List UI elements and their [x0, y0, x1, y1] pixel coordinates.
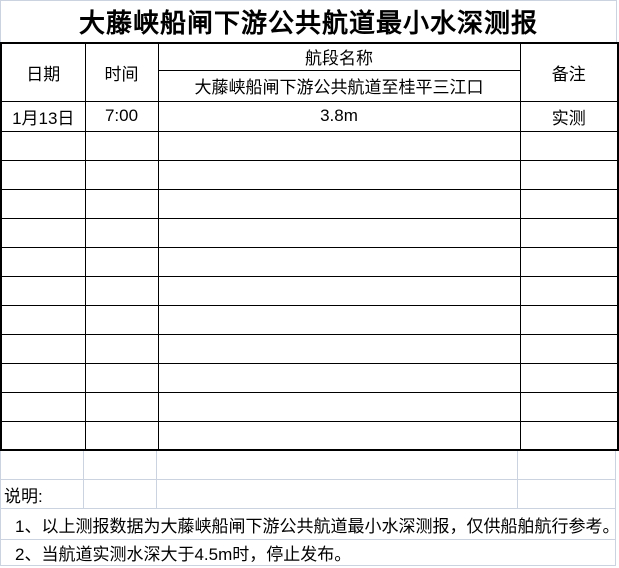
notes-label: 说明: — [1, 480, 84, 508]
cell-date — [0, 159, 86, 190]
cell-remark — [519, 275, 619, 306]
grid-cell — [518, 480, 615, 508]
table-row — [0, 420, 619, 451]
grid-cell — [84, 451, 157, 479]
header-segment-name: 大藤峡船闸下游公共航道至桂平三江口 — [157, 69, 521, 102]
cell-depth — [157, 217, 521, 248]
cell-date — [0, 304, 86, 335]
table-row — [0, 391, 619, 422]
cell-remark — [519, 130, 619, 161]
cell-remark — [519, 304, 619, 335]
cell-remark — [519, 159, 619, 190]
table-row — [0, 362, 619, 393]
header-time: 时间 — [84, 42, 159, 102]
cell-remark — [519, 420, 619, 451]
footer-section: 说明: 1、以上测报数据为大藤峡船闸下游公共航道最小水深测报，仅供船舶航行参考。… — [0, 451, 619, 566]
cell-time — [84, 304, 159, 335]
cell-depth — [157, 333, 521, 364]
cell-time — [84, 275, 159, 306]
cell-date: 1月13日 — [0, 100, 86, 132]
cell-remark — [519, 333, 619, 364]
cell-date — [0, 391, 86, 422]
cell-depth — [157, 362, 521, 393]
cell-date — [0, 275, 86, 306]
cell-depth — [157, 159, 521, 190]
grid-cell — [157, 480, 519, 508]
cell-remark — [519, 217, 619, 248]
header-segment: 航段名称 — [157, 42, 521, 71]
cell-date — [0, 333, 86, 364]
table-row: 1月13日 7:00 3.8m 实测 — [0, 100, 619, 132]
cell-time — [84, 362, 159, 393]
cell-remark — [519, 188, 619, 219]
cell-date — [0, 130, 86, 161]
cell-depth — [157, 130, 521, 161]
cell-time — [84, 246, 159, 277]
table-row — [0, 246, 619, 277]
table-row — [0, 275, 619, 306]
cell-date — [0, 362, 86, 393]
grid-cell — [157, 451, 519, 479]
cell-depth — [157, 188, 521, 219]
cell-remark — [519, 246, 619, 277]
grid-row-blank — [1, 451, 615, 480]
water-depth-table: 日期 时间 航段名称 备注 大藤峡船闸下游公共航道至桂平三江口 1月13日 7:… — [0, 42, 619, 451]
grid-cell — [1, 451, 84, 479]
cell-time — [84, 130, 159, 161]
cell-depth: 3.8m — [157, 100, 521, 132]
cell-time — [84, 420, 159, 451]
table-row — [0, 333, 619, 364]
cell-date — [0, 217, 86, 248]
note-line-1: 1、以上测报数据为大藤峡船闸下游公共航道最小水深测报，仅供船舶航行参考。 — [1, 509, 619, 540]
cell-date — [0, 246, 86, 277]
header-date: 日期 — [0, 42, 86, 102]
table-row — [0, 304, 619, 335]
cell-time: 7:00 — [84, 100, 159, 132]
cell-time — [84, 333, 159, 364]
cell-depth — [157, 391, 521, 422]
header-remark: 备注 — [519, 42, 619, 102]
page-title: 大藤峡船闸下游公共航道最小水深测报 — [78, 8, 538, 38]
table-row — [0, 130, 619, 161]
cell-depth — [157, 246, 521, 277]
cell-remark: 实测 — [519, 100, 619, 132]
note-line-2: 2、当航道实测水深大于4.5m时，停止发布。 — [1, 540, 615, 566]
grid-cell — [518, 451, 615, 479]
table-row — [0, 188, 619, 219]
grid-cell — [84, 480, 157, 508]
cell-remark — [519, 391, 619, 422]
cell-time — [84, 159, 159, 190]
cell-depth — [157, 420, 521, 451]
cell-date — [0, 188, 86, 219]
cell-time — [84, 391, 159, 422]
cell-depth — [157, 275, 521, 306]
title-row: 大藤峡船闸下游公共航道最小水深测报 — [0, 0, 617, 42]
cell-remark — [519, 362, 619, 393]
grid-row-notes-label: 说明: — [1, 480, 615, 509]
cell-time — [84, 217, 159, 248]
cell-depth — [157, 304, 521, 335]
table-row — [0, 217, 619, 248]
cell-time — [84, 188, 159, 219]
table-row — [0, 159, 619, 190]
cell-date — [0, 420, 86, 451]
